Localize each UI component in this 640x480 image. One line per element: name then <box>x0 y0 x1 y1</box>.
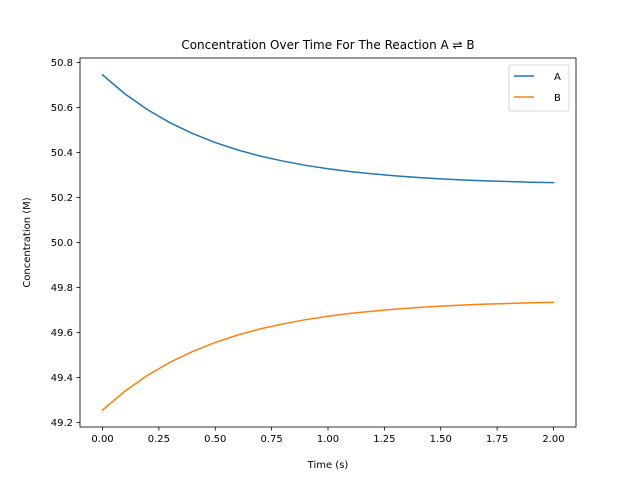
y-tick-label: 50.0 <box>51 238 73 249</box>
plot-area <box>79 57 577 428</box>
x-tick-label: 0.00 <box>91 434 113 445</box>
y-tick-label: 50.4 <box>51 148 73 159</box>
y-tick-label: 50.6 <box>51 103 73 114</box>
x-tick-label: 1.25 <box>373 434 395 445</box>
series-line-a <box>101 73 555 184</box>
series-line-b <box>101 301 555 412</box>
x-axis-label: Time (s) <box>307 460 349 471</box>
x-tick-label: 2.00 <box>542 434 564 445</box>
x-tick-label: 1.75 <box>486 434 508 445</box>
y-axis-label: Concentration (M) <box>22 197 33 287</box>
y-tick-label: 49.6 <box>51 328 73 339</box>
x-tick-label: 0.75 <box>261 434 283 445</box>
y-axis: 49.2 49.4 49.6 49.8 50.0 50.2 50.4 50.6 50.8 <box>51 58 80 429</box>
y-tick-label: 50.8 <box>51 58 73 69</box>
chart-title: Concentration Over Time For The Reaction… <box>181 38 474 52</box>
legend-label-b: B <box>554 93 561 104</box>
x-axis: 0.00 0.25 0.50 0.75 1.00 1.25 1.50 1.75 2.00 <box>91 427 565 445</box>
plot-background <box>80 58 576 427</box>
x-tick-label: 0.25 <box>148 434 170 445</box>
y-tick-label: 50.2 <box>51 193 73 204</box>
legend-label-a: A <box>554 72 561 83</box>
series-layer <box>101 73 555 412</box>
x-tick-label: 1.50 <box>430 434 452 445</box>
y-tick-label: 49.8 <box>51 283 73 294</box>
x-tick-label: 1.00 <box>317 434 339 445</box>
legend: AB <box>508 64 570 112</box>
x-tick-label: 0.50 <box>204 434 226 445</box>
y-tick-label: 49.2 <box>51 418 73 429</box>
y-tick-label: 49.4 <box>51 373 73 384</box>
